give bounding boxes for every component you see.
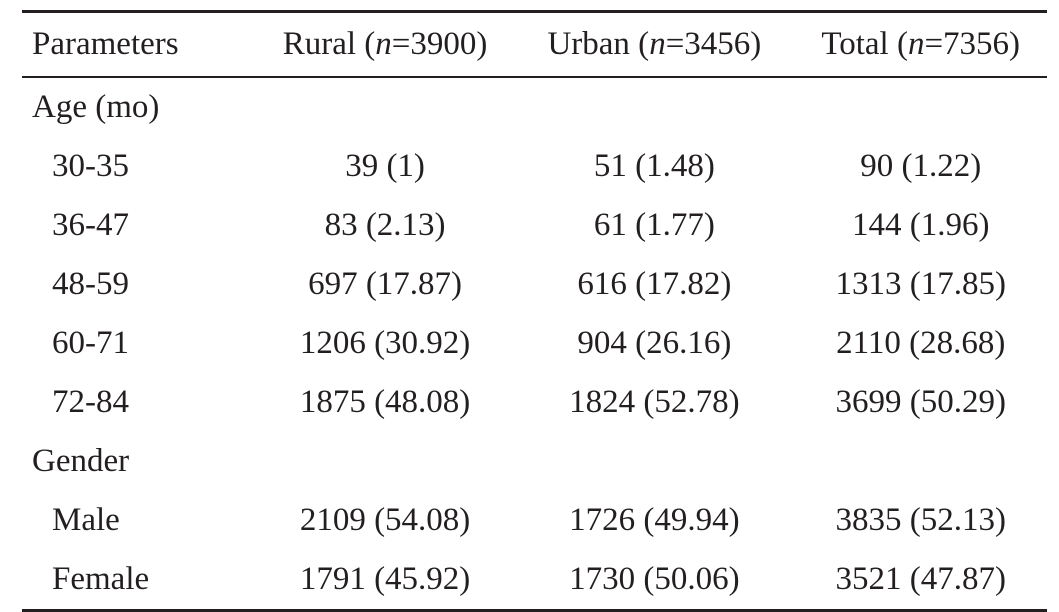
table-body: Age (mo) 30-35 39 (1) 51 (1.48) 90 (1.22) 36-…	[22, 77, 1047, 611]
empty-cell	[514, 77, 794, 137]
table-row: 48-59 697 (17.87) 616 (17.82) 1313 (17.85)	[22, 255, 1047, 314]
urban-cell: 616 (17.82)	[577, 266, 732, 302]
rural-cell: 1791 (45.92)	[299, 561, 471, 597]
empty-cell	[256, 432, 515, 491]
empty-cell	[794, 432, 1047, 491]
total-cell: 2110 (28.68)	[836, 325, 1006, 361]
total-cell: 3521 (47.87)	[835, 561, 1006, 597]
urban-cell: 61 (1.77)	[593, 207, 715, 243]
urban-cell: 1726 (49.94)	[569, 502, 740, 538]
section-title: Gender	[32, 443, 130, 479]
empty-cell	[514, 432, 794, 491]
data-table: Parameters Rural (n=3900) Urban (n=3456)…	[22, 10, 1047, 612]
header-total: Total (n=7356)	[821, 26, 1021, 62]
rural-cell: 2109 (54.08)	[299, 502, 471, 538]
total-cell: 3699 (50.29)	[835, 384, 1006, 420]
rural-cell: 697 (17.87)	[308, 266, 463, 302]
header-row: Parameters Rural (n=3900) Urban (n=3456)…	[22, 11, 1047, 77]
parameter-cell: 72-84	[52, 384, 129, 420]
header-urban: Urban (n=3456)	[547, 26, 762, 62]
section-row: Age (mo)	[22, 77, 1047, 137]
section-title: Age (mo)	[32, 89, 160, 125]
rural-cell: 83 (2.13)	[324, 207, 446, 243]
parameter-cell: 60-71	[52, 325, 129, 361]
table-row: Female 1791 (45.92) 1730 (50.06) 3521 (47.8…	[22, 550, 1047, 611]
parameter-cell: 30-35	[52, 148, 129, 184]
table-row: 60-71 1206 (30.92) 904 (26.16) 2110 (28.68)	[22, 314, 1047, 373]
header-rural: Rural (n=3900)	[282, 26, 488, 62]
urban-cell: 1730 (50.06)	[569, 561, 740, 597]
empty-cell	[794, 77, 1047, 137]
parameter-cell: 36-47	[52, 207, 129, 243]
total-cell: 144 (1.96)	[851, 207, 990, 243]
total-cell: 90 (1.22)	[860, 148, 982, 184]
table-row: 30-35 39 (1) 51 (1.48) 90 (1.22)	[22, 137, 1047, 196]
empty-cell	[256, 77, 515, 137]
total-cell: 1313 (17.85)	[835, 266, 1006, 302]
rural-cell: 39 (1)	[345, 148, 425, 184]
parameter-cell: Male	[52, 502, 120, 538]
table-row: 72-84 1875 (48.08) 1824 (52.78) 3699 (50.29…	[22, 373, 1047, 432]
header-parameters: Parameters	[32, 26, 179, 62]
urban-cell: 904 (26.16)	[577, 325, 732, 361]
parameter-cell: Female	[52, 561, 150, 597]
rural-cell: 1875 (48.08)	[299, 384, 471, 420]
rural-cell: 1206 (30.92)	[299, 325, 471, 361]
table-row: Male 2109 (54.08) 1726 (49.94) 3835 (52.13)	[22, 491, 1047, 550]
table-row: 36-47 83 (2.13) 61 (1.77) 144 (1.96)	[22, 196, 1047, 255]
urban-cell: 51 (1.48)	[593, 148, 715, 184]
parameter-cell: 48-59	[52, 266, 129, 302]
section-row: Gender	[22, 432, 1047, 491]
total-cell: 3835 (52.13)	[835, 502, 1006, 538]
urban-cell: 1824 (52.78)	[569, 384, 740, 420]
